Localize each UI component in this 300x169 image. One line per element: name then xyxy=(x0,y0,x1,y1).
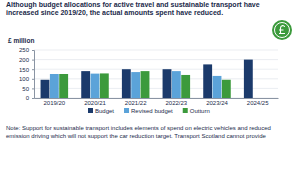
legend-swatch xyxy=(183,108,188,113)
tick-label: 250 xyxy=(19,47,30,53)
bar xyxy=(244,60,253,98)
bar xyxy=(41,80,50,98)
bar xyxy=(91,74,100,98)
tick-mark xyxy=(32,50,34,51)
tick: 50 xyxy=(22,86,34,92)
tick: 2020/21 xyxy=(84,98,106,106)
bar xyxy=(163,69,172,98)
bars xyxy=(41,60,253,98)
tick-label: 2020/21 xyxy=(84,100,106,106)
tick-mark xyxy=(32,98,34,99)
legend-label: Outturn xyxy=(190,108,210,114)
chart: Although budget allocations for active t… xyxy=(0,0,300,169)
grid-line xyxy=(34,98,278,99)
bar xyxy=(203,64,212,98)
tick: 2019/20 xyxy=(43,98,65,106)
y-axis: 0 50 100 150 200 250 xyxy=(19,47,35,101)
tick-mark xyxy=(32,69,34,70)
bar xyxy=(100,73,109,98)
tick-label: 150 xyxy=(19,67,30,73)
tick-label: 2019/20 xyxy=(43,100,65,106)
bar xyxy=(59,74,68,98)
tick: 2024/25 xyxy=(247,98,269,106)
tick-label: 2023/24 xyxy=(206,100,228,106)
legend-swatch xyxy=(124,108,129,113)
axis-title: £ million xyxy=(8,37,34,44)
bar xyxy=(50,74,59,98)
tick-mark xyxy=(32,79,34,80)
axis-line xyxy=(35,98,279,99)
icon-pound xyxy=(279,26,285,34)
legend-label: Revised budget xyxy=(131,108,173,114)
tick-label: 2024/25 xyxy=(247,100,269,106)
grid-line xyxy=(34,69,278,70)
grid-line xyxy=(34,88,278,89)
bar xyxy=(213,76,222,98)
grid-line xyxy=(34,59,278,60)
tick-mark xyxy=(32,88,34,89)
tick: 0 xyxy=(26,95,34,101)
legend-swatch xyxy=(88,108,93,113)
icon-ring xyxy=(275,23,290,38)
axis-line xyxy=(32,51,35,99)
tick: 250 xyxy=(19,47,34,53)
legend-item: Outturn xyxy=(183,108,210,114)
tick-label: 100 xyxy=(19,76,30,82)
legend-item: Revised budget xyxy=(124,108,173,114)
icon xyxy=(272,20,292,40)
tick-label: 2022/23 xyxy=(165,100,187,106)
tick: 2023/24 xyxy=(206,98,228,106)
bar xyxy=(172,71,181,98)
bar xyxy=(81,71,90,98)
tick-mark xyxy=(32,60,34,61)
bar xyxy=(141,71,150,98)
grid xyxy=(34,50,278,98)
tick: 200 xyxy=(19,57,34,63)
grid-line xyxy=(34,50,278,51)
x-axis: 2019/20 2020/21 2021/22 2022/23 2023/24 2024/… xyxy=(35,98,279,106)
tick-label: 2021/22 xyxy=(125,100,147,106)
note: Note: Support for sustainable transport … xyxy=(6,125,271,139)
bar xyxy=(122,69,131,98)
tick: 2022/23 xyxy=(165,98,187,106)
tick-label: 50 xyxy=(22,86,29,92)
legend-item: Budget xyxy=(88,108,114,114)
tick-label: 200 xyxy=(19,57,30,63)
bar xyxy=(131,72,140,98)
icon-circle xyxy=(272,20,292,40)
bar xyxy=(222,80,231,98)
legend-label: Budget xyxy=(95,108,114,114)
legend: Budget Revised budget Outturn xyxy=(88,108,210,114)
title: Although budget allocations for active t… xyxy=(6,1,260,17)
tick: 150 xyxy=(19,67,34,73)
grid-line xyxy=(34,78,278,79)
tick: 2021/22 xyxy=(125,98,147,106)
tick: 100 xyxy=(19,76,34,82)
tick-label: 0 xyxy=(26,95,30,101)
bar xyxy=(181,75,190,98)
